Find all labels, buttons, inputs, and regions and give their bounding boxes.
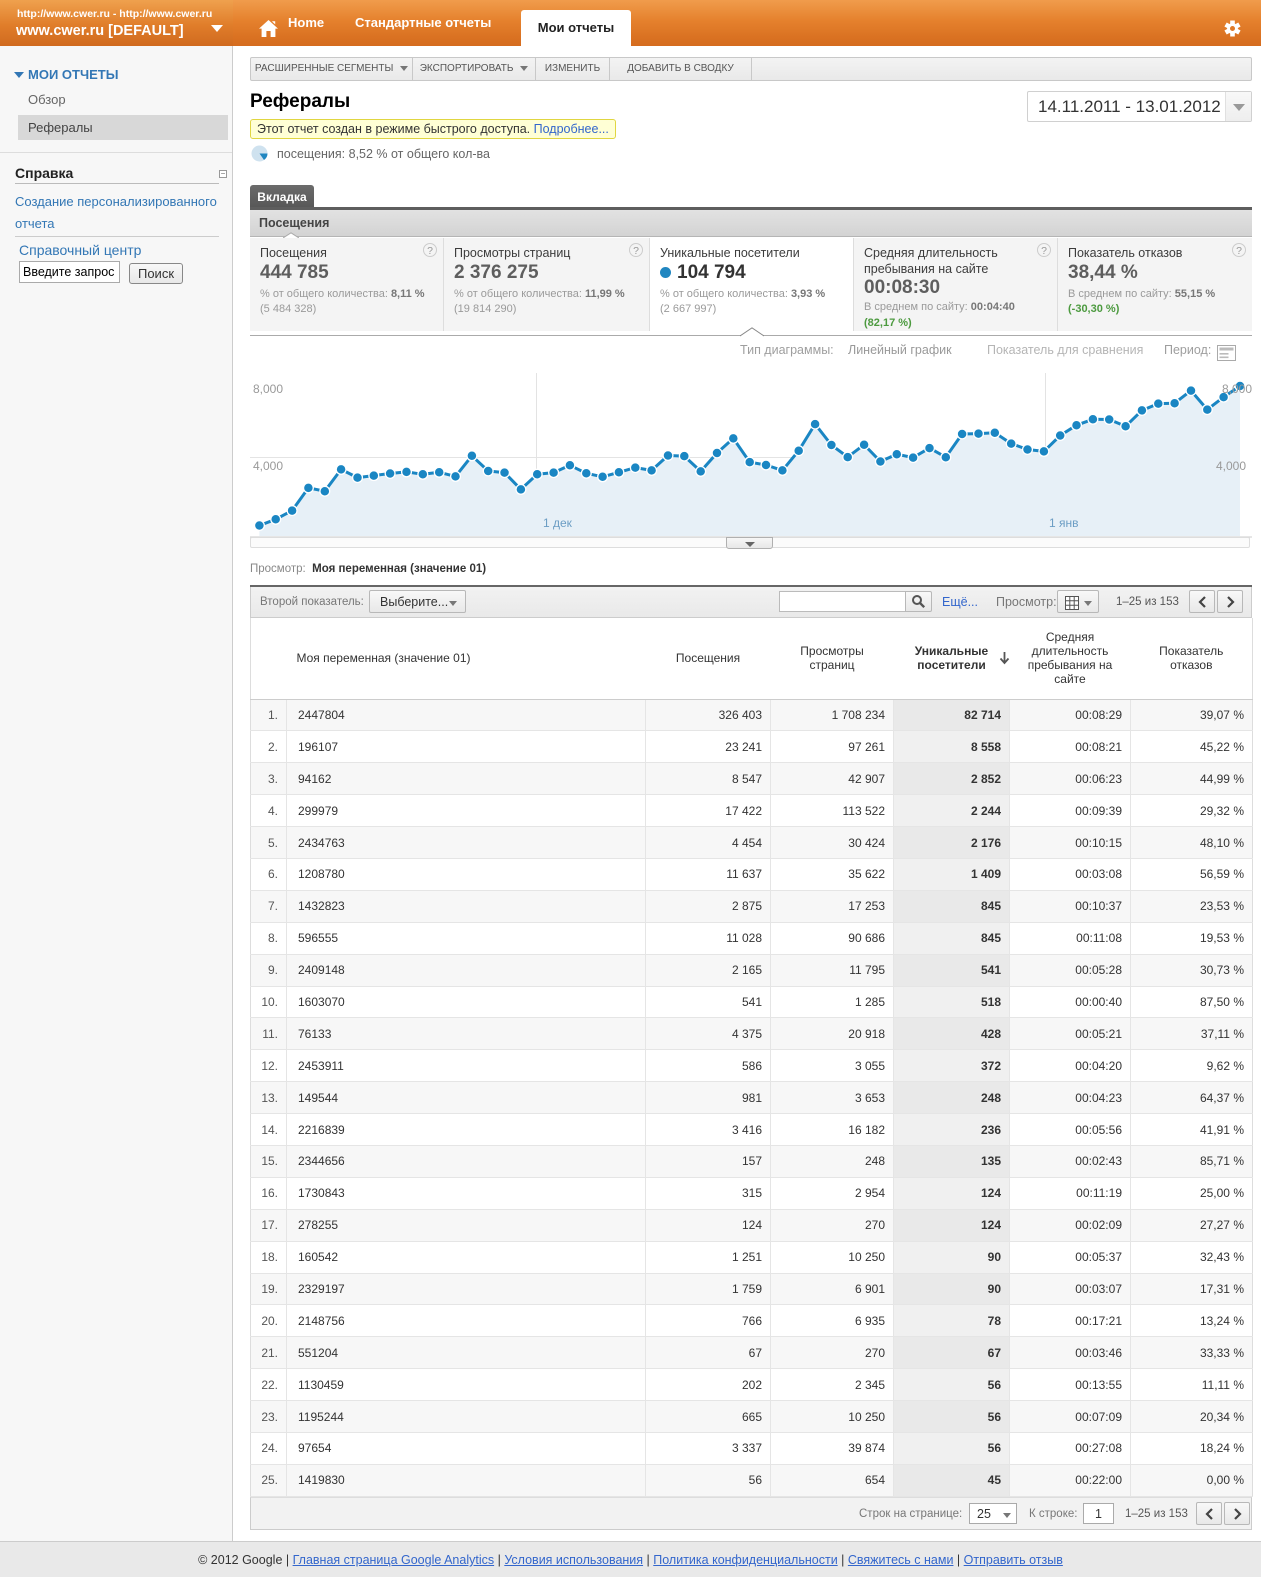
svg-text:4,000: 4,000 <box>253 459 283 473</box>
svg-text:1 дек: 1 дек <box>543 516 573 530</box>
svg-text:4,000: 4,000 <box>1216 459 1246 473</box>
svg-text:1 янв: 1 янв <box>1049 516 1079 530</box>
svg-text:8,000: 8,000 <box>1222 382 1252 396</box>
svg-text:8,000: 8,000 <box>253 382 283 396</box>
